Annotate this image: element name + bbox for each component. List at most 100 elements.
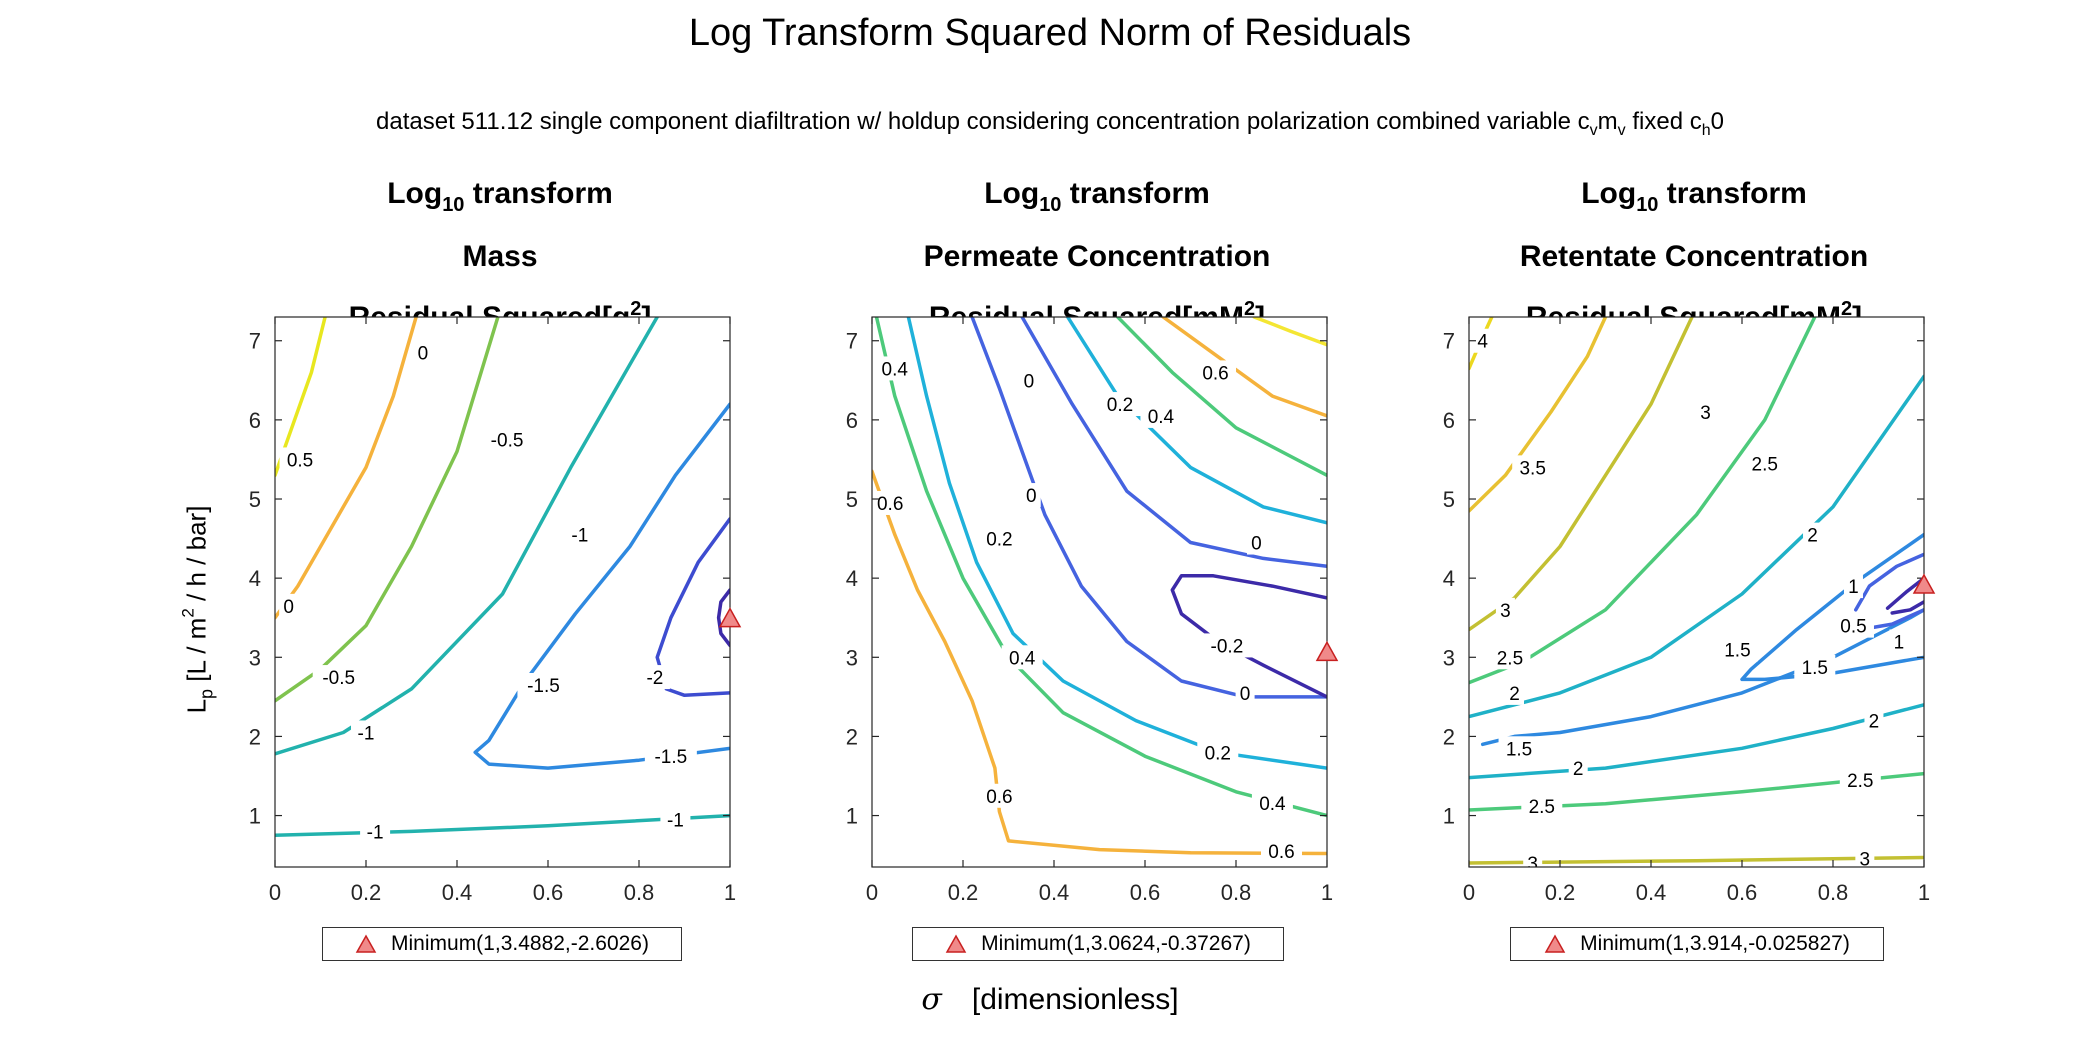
y-tick-label: 5 [1443, 487, 1455, 512]
contour-label: -0.5 [322, 668, 355, 689]
x-tick-label: 0.8 [1221, 880, 1252, 905]
contour-label-bg [1001, 645, 1043, 670]
contour-label-bg [1498, 736, 1540, 761]
minimum-marker-icon [355, 934, 377, 953]
contour-label-bg [1099, 392, 1141, 417]
contour-label-bg [1803, 522, 1823, 547]
contour-label: -1 [571, 526, 588, 547]
y-tick-label: 6 [1443, 408, 1455, 433]
contour-line [1252, 317, 1327, 347]
contour-line [1115, 317, 1327, 478]
contour-line [275, 317, 659, 756]
y-tick-label: 3 [846, 645, 858, 670]
contour-label: -1.5 [654, 747, 687, 768]
contour-label-bg [1568, 756, 1588, 781]
contour-label-bg [1140, 403, 1182, 428]
axes-box [274, 316, 731, 868]
contour-label-bg [1489, 645, 1531, 670]
contour-line [1469, 703, 1924, 780]
contour-label-bg [481, 427, 534, 452]
contour-label: -1 [367, 822, 384, 843]
contour-label-bg [1889, 629, 1909, 654]
x-tick-label: 0.8 [1818, 880, 1849, 905]
figure-subtitle: dataset 511.12 single component diafiltr… [376, 108, 1724, 139]
contour-label: 2 [1573, 759, 1584, 780]
contour-label-bg [1261, 839, 1302, 864]
contour-label-bg [1839, 767, 1881, 792]
y-tick-label: 3 [1443, 645, 1455, 670]
contour-label-bg [351, 720, 381, 745]
contour-label: -2 [646, 668, 663, 689]
y-tick-label: 7 [846, 329, 858, 354]
contour-label-bg [1019, 368, 1039, 393]
contour-label: 0.6 [877, 494, 903, 515]
contour-label: 1.5 [1802, 658, 1828, 679]
contour-label: 0.4 [1259, 794, 1286, 815]
contour-label-bg [660, 807, 691, 832]
contour-label-bg [279, 593, 299, 618]
contour-line [275, 317, 418, 620]
contour-label: -0.2 [1211, 636, 1244, 657]
plot-1-legend: Minimum(1,3.4882,-2.6026) [322, 927, 682, 961]
contour-label-bg [564, 522, 595, 547]
x-tick-label: 0 [269, 880, 281, 905]
contour-label-bg [360, 819, 391, 844]
contour-label-bg [874, 356, 916, 381]
contour-label-bg [978, 783, 1020, 808]
contour-label: 0.2 [1205, 743, 1231, 764]
y-tick-label: 2 [846, 724, 858, 749]
x-tick-label: 0.2 [1545, 880, 1576, 905]
y-tick-label: 3 [249, 645, 261, 670]
contour-label: 2.5 [1497, 648, 1523, 669]
x-axis-label: σ [dimensionless] [921, 982, 1179, 1017]
contour-label-bg [1832, 613, 1874, 638]
x-tick-label: 1 [724, 880, 736, 905]
x-tick-label: 0 [1463, 880, 1475, 905]
contour-line [1890, 600, 1924, 615]
contour-label: 0.2 [986, 530, 1012, 551]
contour-label-bg [639, 665, 670, 690]
contour-label: 3 [1860, 849, 1871, 870]
x-tick-label: 0.4 [1636, 880, 1667, 905]
minimum-marker [1912, 573, 1936, 594]
contour-label: 4 [1477, 332, 1488, 353]
contour-label-bg [978, 526, 1020, 551]
minimum-marker-icon [1544, 934, 1566, 953]
contour-label-bg [1843, 574, 1863, 599]
contour-line [1469, 374, 1924, 719]
y-tick-label: 6 [846, 408, 858, 433]
contour-label: 3.5 [1519, 458, 1545, 479]
contour-label: 0.2 [1107, 395, 1133, 416]
plot-2-legend: Minimum(1,3.0624,-0.37267) [912, 927, 1284, 961]
contour-label-bg [1744, 451, 1786, 476]
contour-label-bg [1200, 633, 1253, 658]
contour-line [473, 402, 730, 770]
contour-label: 2 [1869, 712, 1880, 733]
contour-label: -1 [358, 723, 375, 744]
contour-label: 0 [418, 344, 429, 365]
contour-label-bg [1505, 680, 1524, 705]
y-tick-label: 7 [1443, 329, 1455, 354]
contour-label-bg [1794, 654, 1836, 679]
contour-label: 3 [1500, 601, 1511, 622]
contour-label: 3 [1527, 854, 1538, 875]
y-tick-label: 7 [249, 329, 261, 354]
x-tick-label: 0.4 [1039, 880, 1070, 905]
contour-label: -1.5 [527, 676, 560, 697]
contour-label: 0.6 [1202, 363, 1228, 384]
x-tick-label: 0.6 [1727, 880, 1758, 905]
y-tick-label: 4 [846, 566, 858, 591]
minimum-marker [1315, 640, 1339, 662]
contour-label-bg [1251, 790, 1293, 815]
axes-box [871, 316, 1328, 868]
contour-label-bg [644, 744, 697, 769]
contour-label: 2.5 [1847, 771, 1873, 792]
y-tick-label: 1 [846, 804, 858, 829]
x-tick-label: 1 [1321, 880, 1333, 905]
contour-plot-3: 4 3 3.5 2.5 2 3 1 0.5 1 1.5 2.5 2 1.5 1.5 2 2 2.5 2.5 3 3 0 0… [1443, 316, 1936, 905]
contour-label: 2.5 [1529, 797, 1555, 818]
contour-plot-2: 0.4 0 0.2 0.4 0.6 0 0.2 0.6 0 -0.2 0.4 0 0.2 0.6 0.4 0.… [846, 316, 1339, 905]
contour-label: -1 [667, 811, 684, 832]
contour-label: 0 [1251, 534, 1262, 555]
contour-line [970, 317, 1327, 699]
